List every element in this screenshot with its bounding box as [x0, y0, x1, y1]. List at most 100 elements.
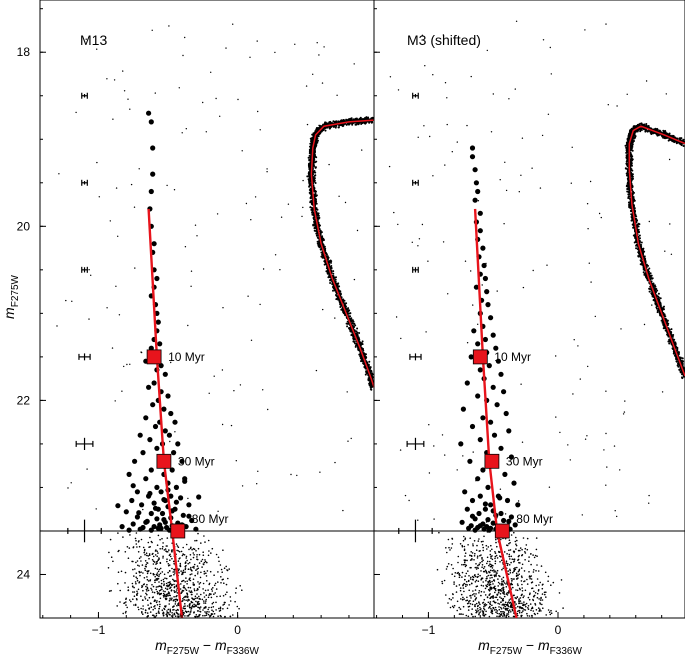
field-star-point — [457, 561, 459, 564]
field-star-point — [538, 609, 541, 612]
field-star-point — [220, 582, 222, 584]
field-star-point — [145, 592, 147, 595]
field-star-point — [126, 363, 128, 366]
field-star-point — [221, 369, 224, 371]
field-star-point — [171, 557, 173, 560]
field-star-point — [151, 589, 153, 591]
field-star-point — [130, 600, 132, 603]
field-star-point — [477, 200, 480, 202]
field-star-point — [173, 591, 176, 593]
rgb-star-point — [342, 299, 345, 302]
field-star-point — [467, 606, 470, 608]
field-star-point — [449, 606, 452, 609]
rgb-star-point — [308, 176, 311, 179]
field-star-point — [507, 591, 509, 594]
field-star-point — [234, 592, 237, 594]
field-star-point — [464, 578, 466, 581]
blue-straggler-point — [148, 188, 154, 195]
field-star-point — [183, 599, 185, 601]
field-star-point — [202, 582, 205, 585]
field-star-point — [350, 437, 352, 440]
field-star-point — [523, 570, 526, 572]
field-star-point — [165, 594, 168, 596]
field-star-point — [226, 591, 228, 593]
field-star-point — [507, 615, 510, 618]
blue-straggler-point — [154, 484, 160, 490]
field-star-point — [318, 54, 320, 56]
field-star-point — [463, 545, 466, 548]
rgb-star-point — [324, 129, 327, 132]
field-star-point — [219, 595, 221, 597]
field-star-point — [147, 570, 149, 573]
field-star-point — [145, 588, 148, 591]
rgb-star-point — [360, 356, 363, 359]
field-star-point — [171, 567, 173, 570]
field-star-point — [479, 574, 481, 577]
blue-straggler-point — [154, 445, 160, 451]
field-star-point — [142, 546, 145, 549]
field-star-point — [518, 598, 520, 600]
rgb-star-point — [313, 161, 315, 164]
rgb-star-point — [356, 327, 359, 330]
field-star-point — [67, 487, 69, 489]
field-star-point — [524, 547, 527, 550]
field-star-point — [245, 202, 248, 205]
field-star-point — [187, 600, 189, 602]
field-star-point — [462, 563, 465, 566]
field-star-point — [483, 566, 486, 568]
field-star-point — [428, 424, 430, 426]
field-star-point — [516, 589, 519, 592]
field-star-point — [496, 545, 498, 548]
field-star-point — [451, 537, 453, 540]
field-star-point — [199, 576, 202, 579]
field-star-point — [168, 564, 171, 566]
field-star-point — [179, 562, 182, 565]
age-marker-label: 10 Myr — [168, 350, 205, 364]
field-star-point — [108, 590, 111, 592]
field-star-point — [558, 592, 561, 594]
field-star-point — [112, 560, 114, 563]
field-star-point — [473, 555, 476, 557]
field-star-point — [477, 610, 480, 612]
field-star-point — [494, 555, 497, 558]
field-star-point — [190, 590, 193, 592]
field-star-point — [198, 595, 200, 598]
rgb-star-point — [326, 257, 329, 259]
field-star-point — [545, 591, 547, 593]
field-star-point — [489, 601, 492, 603]
field-star-point — [474, 605, 476, 608]
blue-straggler-point — [154, 275, 160, 282]
rgb-star-point — [328, 121, 331, 124]
blue-straggler-point — [173, 484, 179, 490]
field-star-point — [180, 583, 182, 585]
rgb-star-point — [345, 305, 347, 308]
field-star-point — [136, 592, 139, 594]
field-star-point — [509, 609, 511, 611]
field-star-point — [170, 586, 172, 589]
field-star-point — [106, 307, 108, 309]
field-star-point — [190, 609, 192, 611]
field-star-point — [512, 586, 514, 589]
field-star-point — [524, 551, 526, 553]
field-star-point — [133, 206, 136, 208]
field-star-point — [155, 561, 158, 563]
field-star-point — [155, 612, 158, 615]
field-star-point — [334, 317, 336, 319]
field-star-point — [489, 597, 491, 600]
field-star-point — [506, 564, 509, 567]
field-star-point — [475, 611, 478, 614]
field-star-point — [571, 146, 573, 148]
field-star-point — [199, 608, 201, 610]
blue-straggler-point — [189, 517, 195, 524]
field-star-point — [499, 615, 501, 617]
field-star-point — [176, 594, 178, 597]
field-star-point — [474, 595, 476, 597]
field-star-point — [205, 598, 207, 601]
field-star-point — [514, 88, 516, 90]
field-star-point — [173, 586, 176, 589]
field-star-point — [221, 423, 224, 426]
rgb-star-point — [306, 175, 309, 178]
field-star-point — [501, 582, 503, 584]
field-star-point — [193, 567, 195, 569]
rgb-star-point — [342, 309, 345, 312]
